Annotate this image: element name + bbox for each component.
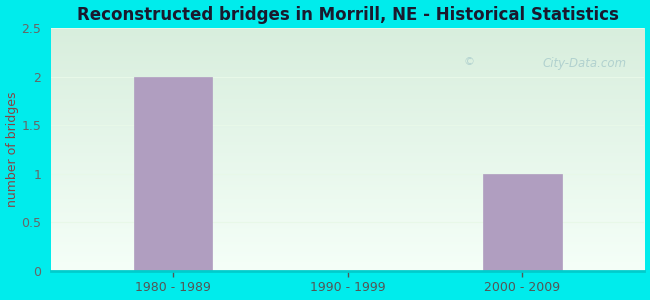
Text: ©: © (463, 57, 474, 67)
Y-axis label: number of bridges: number of bridges (6, 92, 19, 207)
Bar (134, 76, 213, 271)
Bar (483, 174, 562, 271)
Title: Reconstructed bridges in Morrill, NE - Historical Statistics: Reconstructed bridges in Morrill, NE - H… (77, 6, 619, 24)
Text: City-Data.com: City-Data.com (543, 57, 627, 70)
